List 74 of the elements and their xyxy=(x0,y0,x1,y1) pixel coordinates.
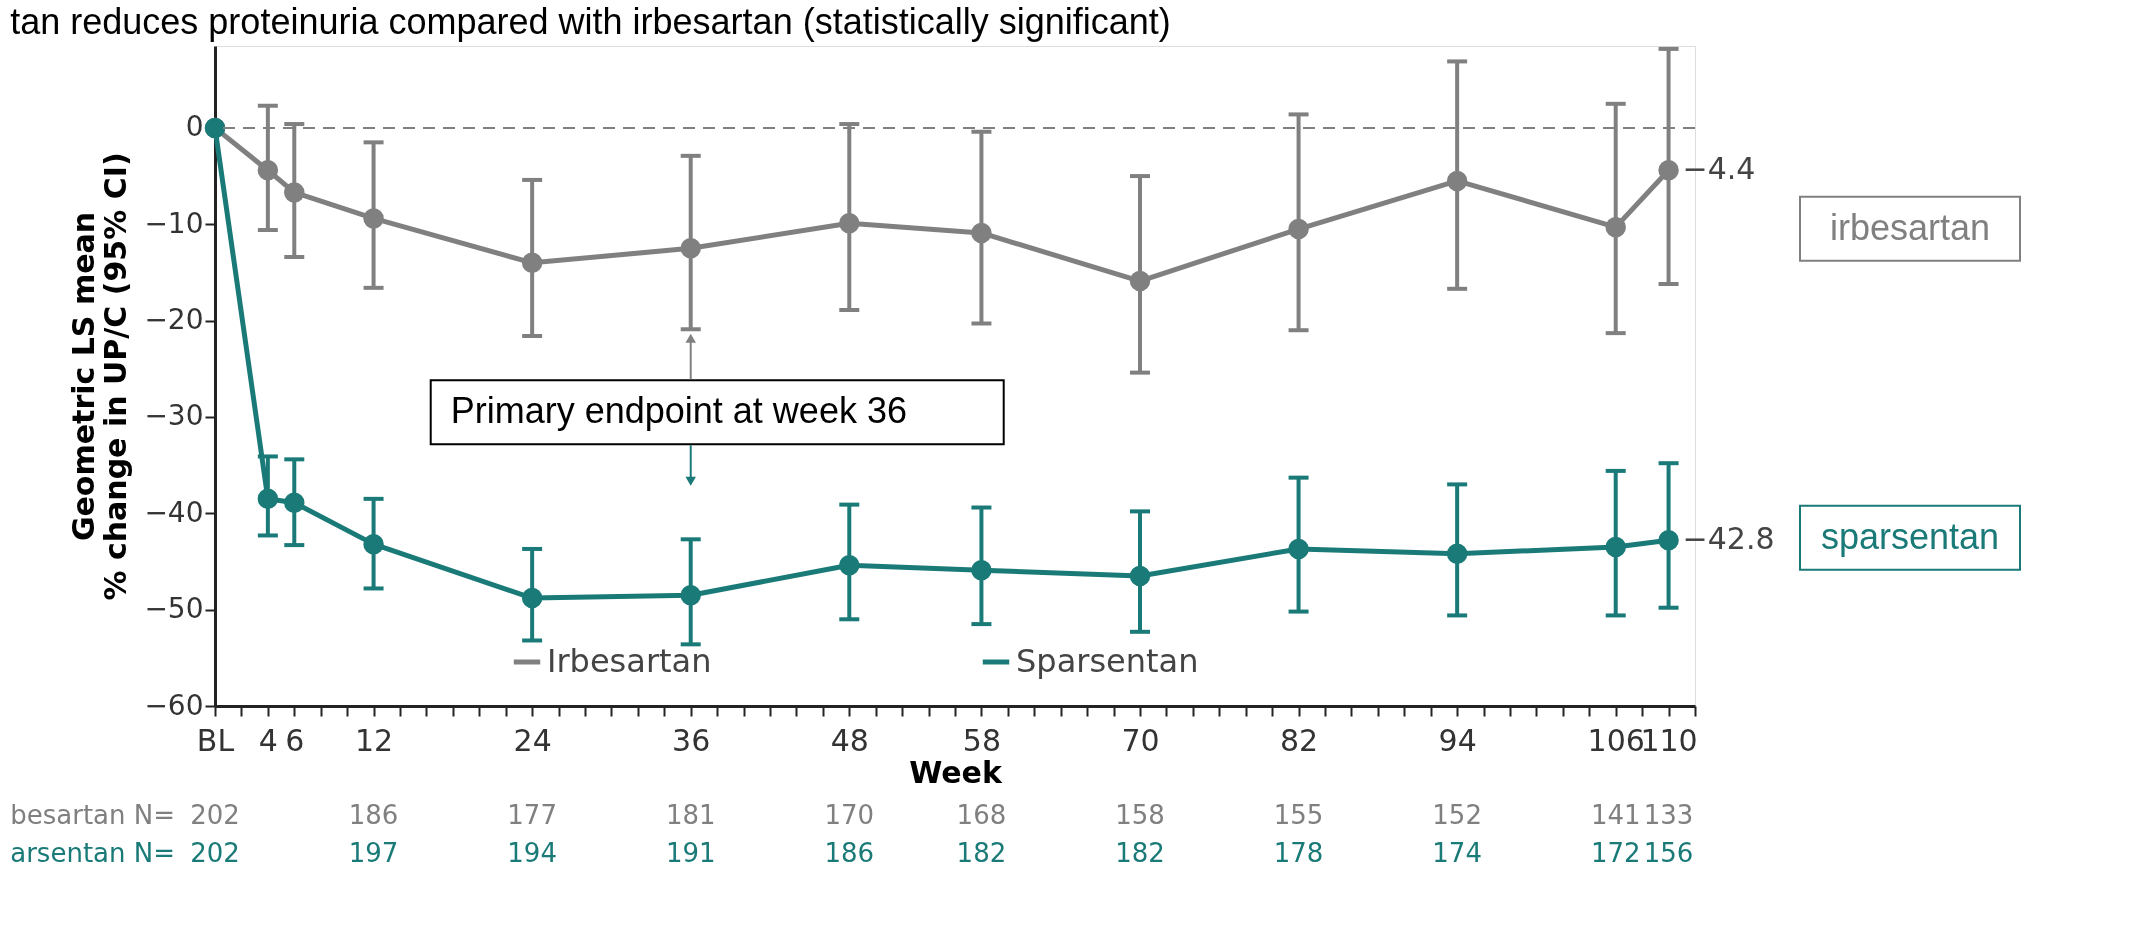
point xyxy=(1129,270,1151,292)
text: sparsentan xyxy=(1820,515,2000,557)
x-tick-label: 24 xyxy=(513,722,552,758)
point xyxy=(521,252,543,274)
text: 186 xyxy=(348,800,399,830)
legend-label: Sparsentan xyxy=(1016,642,1199,680)
point xyxy=(521,587,543,609)
text: 181 xyxy=(665,800,716,830)
point xyxy=(1605,216,1626,238)
text: 177 xyxy=(507,800,557,830)
text: 133 xyxy=(1643,800,1694,830)
text: irbesartan xyxy=(1829,206,1991,248)
x-tick-label: BL xyxy=(196,722,235,758)
x-tick-label: 70 xyxy=(1121,722,1160,758)
point xyxy=(1658,530,1679,551)
legend-label: Irbesartan xyxy=(547,642,712,680)
point xyxy=(680,584,701,606)
text: 158 xyxy=(1115,800,1165,830)
text: 202 xyxy=(190,800,240,830)
text: 182 xyxy=(956,838,1007,868)
point xyxy=(1605,536,1626,558)
text: 170 xyxy=(824,800,875,830)
y-tick-label: −10 xyxy=(144,206,204,240)
point xyxy=(257,160,279,181)
point xyxy=(284,492,305,513)
text: 174 xyxy=(1432,838,1482,868)
x-tick-label: 94 xyxy=(1438,722,1477,758)
x-tick-label: 36 xyxy=(672,722,711,758)
point xyxy=(1446,543,1468,564)
point xyxy=(363,533,384,555)
text: 178 xyxy=(1273,838,1324,868)
y-tick-label: −40 xyxy=(144,495,204,529)
point xyxy=(971,559,992,581)
point xyxy=(680,238,701,259)
text: 202 xyxy=(190,838,240,868)
y-tick-label: 0 xyxy=(185,110,204,144)
text: 186 xyxy=(824,838,875,868)
point xyxy=(257,488,279,510)
point xyxy=(363,208,384,229)
x-tick-label: 4 xyxy=(258,722,278,758)
point xyxy=(1658,160,1679,181)
x-tick-label: 12 xyxy=(354,722,394,758)
text: 197 xyxy=(348,838,399,868)
text: 194 xyxy=(507,838,557,868)
text: 191 xyxy=(665,838,716,868)
y-tick-label: −50 xyxy=(144,592,204,626)
point xyxy=(1129,565,1151,587)
annotation: Primary endpoint at week 36 xyxy=(450,390,907,432)
point xyxy=(1446,170,1468,192)
text: 156 xyxy=(1643,838,1694,868)
text: 141 xyxy=(1590,800,1641,830)
text: besartan N= xyxy=(10,800,175,830)
y-tick-label: −20 xyxy=(144,303,204,337)
text: 152 xyxy=(1432,800,1482,830)
chart-title: tan reduces proteinuria compared with irbesartan (statistically significant) xyxy=(10,1,1171,42)
point xyxy=(839,555,860,576)
data-label: −4.4 xyxy=(1682,151,1756,187)
text: 182 xyxy=(1115,838,1165,868)
y-axis-title: Geometric LS mean % change in UP/C (95% CI) xyxy=(66,152,134,601)
y-tick-label: −60 xyxy=(144,688,204,722)
point xyxy=(1288,218,1309,240)
point xyxy=(1288,538,1309,560)
y-tick-label: −30 xyxy=(144,399,204,433)
text: 168 xyxy=(956,800,1007,830)
point xyxy=(284,182,305,203)
text: 172 xyxy=(1590,838,1641,868)
x-tick-label: 6 xyxy=(285,722,305,758)
x-tick-label: 48 xyxy=(830,722,869,758)
text: arsentan N= xyxy=(10,838,175,868)
point xyxy=(839,213,860,234)
data-label: −42.8 xyxy=(1682,521,1775,557)
point xyxy=(971,222,992,244)
text: 155 xyxy=(1273,800,1324,830)
x-tick-label: 82 xyxy=(1279,722,1319,758)
